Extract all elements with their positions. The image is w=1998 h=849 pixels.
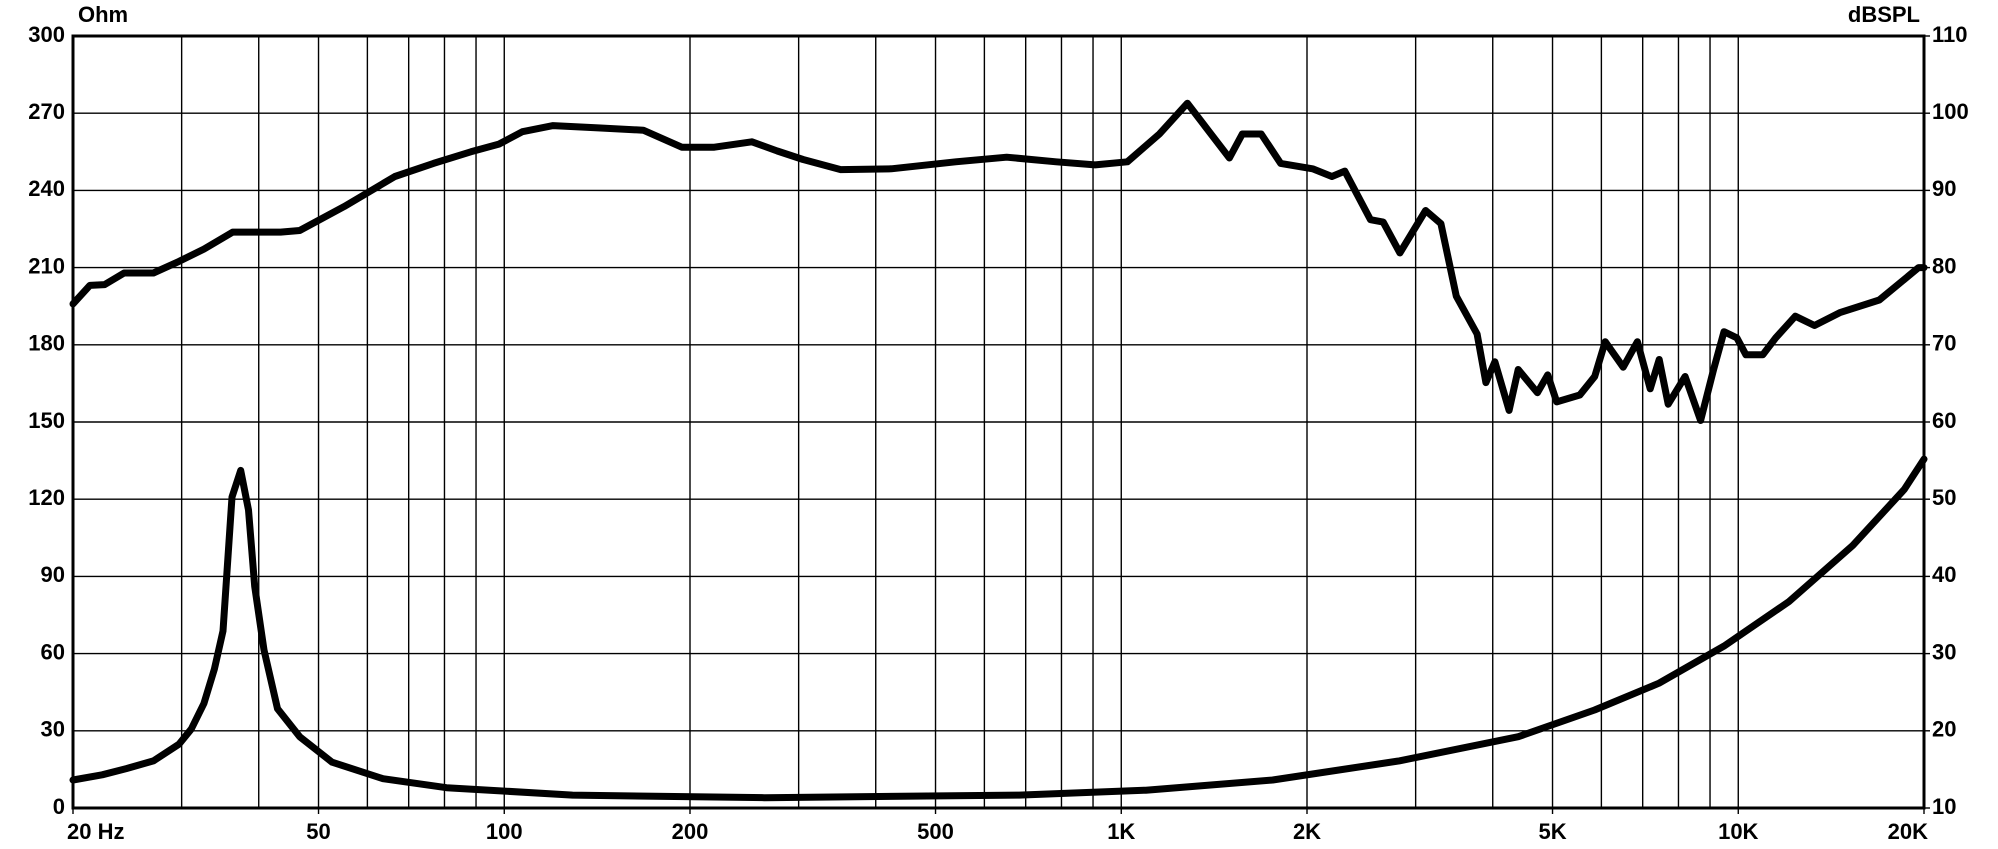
y2-tick-label: 50 [1932,485,1956,510]
x-tick-label: 10K [1718,819,1758,844]
y2-tick-label: 100 [1932,99,1969,124]
y-tick-label: 60 [41,639,65,664]
y-tick-label: 210 [28,253,65,278]
y-tick-label: 180 [28,331,65,356]
y2-tick-label: 90 [1932,176,1956,201]
y2-tick-label: 20 [1932,717,1956,742]
x-tick-label: 100 [486,819,523,844]
y2-tick-label: 60 [1932,408,1956,433]
y2-tick-label: 40 [1932,562,1956,587]
y2-tick-label: 30 [1932,639,1956,664]
x-tick-label: 20K [1888,819,1928,844]
y2-axis-label: dBSPL [1848,2,1920,27]
series-line [69,99,1928,424]
y-tick-label: 120 [28,485,65,510]
plot-frame [71,34,1926,810]
y-tick-label: 0 [53,794,65,819]
y2-tick-label: 70 [1932,331,1956,356]
y-tick-label: 90 [41,562,65,587]
series-line [69,455,1928,802]
y-tick-label: 150 [28,408,65,433]
x-tick-label: 500 [917,819,954,844]
x-tick-label: 50 [306,819,330,844]
y-tick-label: 30 [41,717,65,742]
y-tick-label: 240 [28,176,65,201]
y2-tick-label: 10 [1932,794,1956,819]
x-tick-label: 1K [1107,819,1135,844]
x-tick-label: 200 [672,819,709,844]
y-tick-label: 300 [28,22,65,47]
x-tick-label: 2K [1293,819,1321,844]
y2-tick-label: 110 [1932,22,1968,47]
y-axis-label: Ohm [78,2,128,27]
x-tick-label: 20 Hz [67,819,124,844]
y2-tick-label: 80 [1932,253,1956,278]
x-tick-label: 5K [1538,819,1566,844]
y-tick-label: 270 [28,99,65,124]
